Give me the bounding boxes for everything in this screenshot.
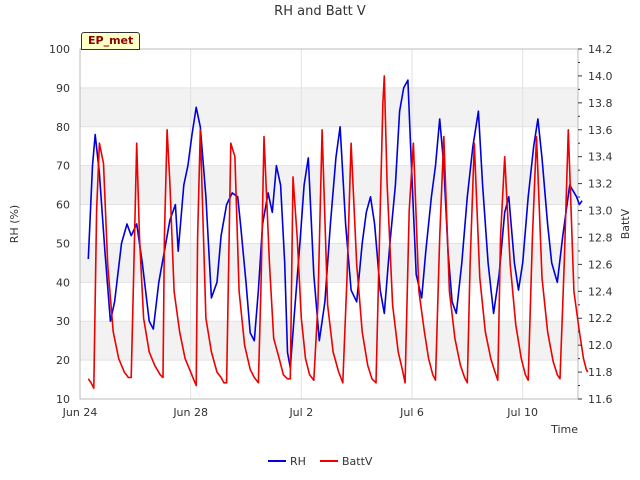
y-tick-label: 90 [56, 82, 70, 95]
y-tick-label: 10 [56, 393, 70, 406]
legend: RH BattV [268, 455, 373, 468]
x-tick-label: Jul 6 [399, 406, 424, 419]
y-axis-ticks: 10 20 30 40 50 60 70 80 90 100 [49, 43, 70, 406]
y2-tick-label: 11.6 [588, 393, 613, 406]
series-line-battv [87, 75, 589, 390]
y2-tick-label: 12.6 [588, 258, 613, 271]
x-axis-label: Time [550, 423, 578, 436]
y-tick-label: 40 [56, 276, 70, 289]
x-tick-label: Jul 2 [288, 406, 313, 419]
y-tick-label: 80 [56, 121, 70, 134]
y2-tick-label: 13.8 [588, 97, 613, 110]
y2-tick-label: 13.2 [588, 178, 613, 191]
chart-title: RH and Batt V [274, 4, 366, 19]
y2-axis-label: BattV [619, 208, 632, 239]
y2-tick-label: 13.4 [588, 151, 613, 164]
x-tick-label: Jun 28 [172, 406, 208, 419]
y2-tick-label: 12.8 [588, 231, 613, 244]
y2-tick-label: 14.2 [588, 43, 613, 56]
site-label-badge: EP_met [81, 32, 141, 50]
x-axis-ticks: Jun 24 Jun 28 Jul 2 Jul 6 Jul 10 [62, 406, 538, 419]
y-tick-label: 60 [56, 199, 70, 212]
background-band [80, 165, 578, 205]
background-bands [80, 87, 578, 361]
series-line-rh [87, 79, 583, 369]
y-tick-label: 50 [56, 237, 70, 250]
y2-tick-label: 12.2 [588, 312, 613, 325]
legend-label-battv: BattV [342, 455, 373, 468]
y2-tick-label: 12.4 [588, 285, 613, 298]
y-axis-label: RH (%) [8, 205, 21, 243]
background-band [80, 87, 578, 127]
background-band [80, 321, 578, 361]
y-tick-label: 100 [49, 43, 70, 56]
y2-tick-label: 11.8 [588, 366, 613, 379]
legend-label-rh: RH [290, 455, 306, 468]
y2-tick-label: 12.0 [588, 339, 613, 352]
y2-axis-ticks: 11.6 11.8 12.0 12.2 12.4 12.6 12.8 13.0 13.2 13.4… [578, 43, 613, 406]
y-tick-label: 20 [56, 354, 70, 367]
y2-tick-label: 14.0 [588, 70, 613, 83]
y2-tick-label: 13.6 [588, 124, 613, 137]
x-tick-label: Jul 10 [506, 406, 538, 419]
y2-tick-label: 13.0 [588, 205, 613, 218]
y-tick-label: 30 [56, 315, 70, 328]
series-layer [87, 75, 589, 390]
y-tick-label: 70 [56, 160, 70, 173]
x-tick-label: Jun 24 [62, 406, 98, 419]
